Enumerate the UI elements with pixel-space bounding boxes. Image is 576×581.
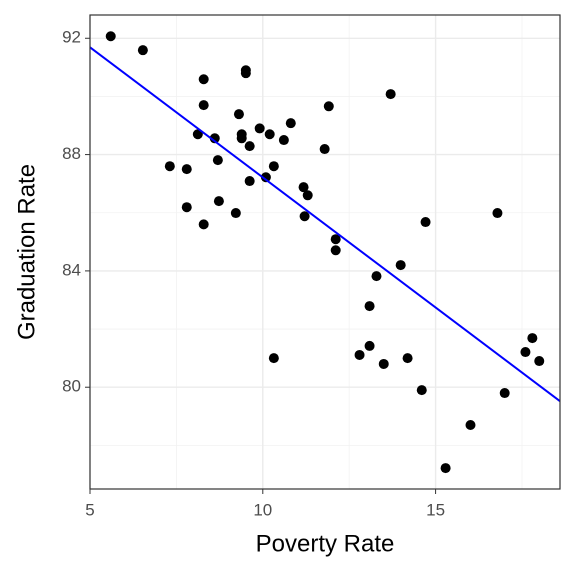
point <box>198 74 209 85</box>
point <box>254 123 265 134</box>
point <box>209 133 220 144</box>
point <box>236 133 247 144</box>
y-tick-label: 84 <box>62 260 81 279</box>
point <box>181 164 192 175</box>
point <box>285 118 296 129</box>
point <box>192 129 203 140</box>
point <box>298 182 309 193</box>
point <box>198 100 209 111</box>
point <box>520 347 531 358</box>
y-tick-label: 88 <box>62 144 81 163</box>
point <box>534 356 545 367</box>
point <box>105 31 116 42</box>
point <box>240 68 251 79</box>
point <box>268 353 279 364</box>
point <box>385 89 396 100</box>
point <box>233 109 244 120</box>
point <box>213 196 224 207</box>
x-axis-title: Poverty Rate <box>256 530 395 557</box>
point <box>264 129 275 140</box>
point <box>527 333 538 344</box>
point <box>364 340 375 351</box>
point <box>230 208 241 219</box>
point <box>260 172 271 183</box>
point <box>416 385 427 396</box>
point <box>268 161 279 172</box>
point <box>371 271 382 282</box>
point <box>278 135 289 146</box>
y-tick-label: 80 <box>62 377 81 396</box>
point <box>395 260 406 271</box>
point <box>465 420 476 431</box>
point <box>440 463 451 474</box>
panel-border <box>89 14 561 490</box>
point <box>244 176 255 187</box>
point <box>323 101 334 112</box>
point <box>181 202 192 213</box>
point <box>330 245 341 256</box>
x-tick-label: 10 <box>253 500 272 519</box>
point <box>354 349 365 360</box>
point <box>364 301 375 312</box>
point <box>319 144 330 155</box>
point <box>164 161 175 172</box>
x-tick-label: 15 <box>426 500 445 519</box>
point <box>299 211 310 222</box>
y-tick-label: 92 <box>62 28 81 47</box>
point <box>244 141 255 152</box>
fit-line <box>89 46 561 402</box>
point <box>402 353 413 364</box>
point <box>137 45 148 56</box>
point <box>492 208 503 219</box>
point <box>302 190 313 201</box>
point <box>330 234 341 245</box>
x-tick-label: 5 <box>85 500 94 519</box>
y-axis-title: Graduation Rate <box>13 164 40 340</box>
point <box>198 219 209 230</box>
point <box>420 217 431 228</box>
point <box>499 388 510 399</box>
point <box>378 358 389 369</box>
point <box>212 155 223 166</box>
